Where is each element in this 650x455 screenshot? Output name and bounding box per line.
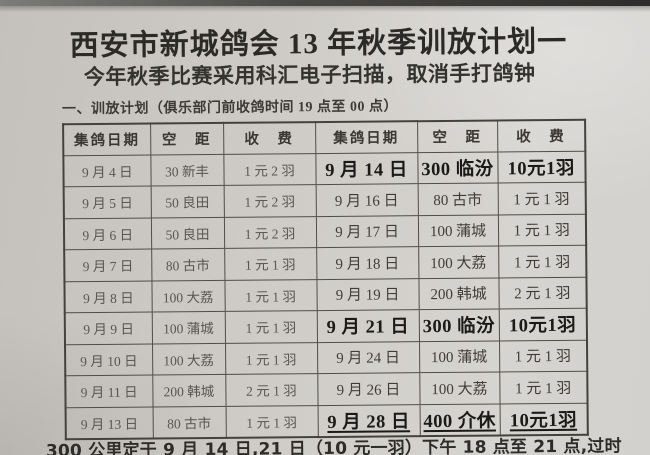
cell-fee: 1 元 2 羽	[223, 216, 317, 249]
cell-distance: 100 大荔	[418, 245, 499, 279]
cell-fee: 2 元 1 羽	[225, 373, 318, 406]
cell-fee: 1 元 1 羽	[224, 247, 317, 280]
table-row: 9 月 4 日 30 新丰 1 元 2 羽 9 月 14 日 300 临汾 10…	[63, 150, 586, 187]
cell-fee: 1 元 1 羽	[225, 405, 318, 438]
cell-distance: 50 良田	[150, 216, 225, 250]
cell-date: 9 月 28 日	[317, 404, 420, 437]
cell-date: 9 月 18 日	[316, 246, 419, 280]
cell-distance: 300 临汾	[418, 308, 499, 342]
cell-fee: 1 元 1 羽	[225, 342, 318, 375]
cell-date: 9 月 11 日	[65, 375, 153, 408]
cell-distance: 80 古市	[152, 405, 226, 439]
cell-date: 9 月 9 日	[64, 312, 153, 345]
cell-date: 9 月 19 日	[316, 278, 419, 311]
cell-date: 9 月 7 日	[64, 249, 152, 282]
table-row: 9 月 5 日 50 良田 1 元 2 羽 9 月 16 日 80 古市 1 元…	[63, 182, 586, 219]
cell-distance: 80 古市	[151, 248, 225, 281]
cell-date: 9 月 8 日	[64, 280, 152, 313]
cell-fee: 1 元 2 羽	[223, 153, 316, 186]
training-schedule-table: 集鸽日期 空 距 收 费 集鸽日期 空 距 收 费 9 月 4 日 30 新丰 …	[62, 118, 589, 440]
cell-date: 9 月 21 日	[316, 309, 419, 343]
header-date-right: 集鸽日期	[315, 121, 418, 154]
photo-top-edge	[0, 0, 650, 12]
cell-date: 9 月 10 日	[65, 343, 153, 376]
cell-fee: 1 元 1 羽	[224, 279, 317, 312]
cell-date: 9 月 13 日	[65, 406, 153, 439]
cell-date: 9 月 6 日	[63, 217, 152, 250]
table-row: 9 月 11 日 200 韩城 2 元 1 羽 9 月 26 日 100 大荔 …	[65, 371, 588, 408]
header-distance-left: 空 距	[150, 122, 224, 155]
table-row: 9 月 7 日 80 古市 1 元 1 羽 9 月 18 日 100 大荔 1 …	[64, 245, 587, 282]
header-date-left: 集鸽日期	[63, 123, 151, 156]
cell-fee: 10元1羽	[499, 402, 588, 435]
cell-distance: 80 古市	[417, 182, 498, 216]
cell-distance: 300 临汾	[417, 151, 498, 184]
cell-date: 9 月 17 日	[315, 215, 419, 248]
table-row: 9 月 9 日 100 蒲城 1 元 1 羽 9 月 21 日 300 临汾 1…	[64, 308, 587, 345]
cell-fee: 1 元 1 羽	[498, 245, 587, 278]
cell-fee: 1 元 1 羽	[499, 371, 588, 404]
cell-distance: 100 蒲城	[418, 340, 500, 373]
cell-date: 9 月 24 日	[316, 341, 420, 374]
cell-distance: 100 大荔	[151, 279, 225, 313]
cell-fee: 1 元 1 羽	[224, 310, 317, 343]
cell-distance: 100 蒲城	[151, 311, 226, 344]
cell-date: 9 月 16 日	[315, 183, 418, 217]
footer-note: 300 公里定于 9 月 14 日,21 日（10 元一羽）下午 18 点至 2…	[45, 436, 622, 455]
cell-fee: 2 元 1 羽	[498, 276, 587, 309]
cell-date: 9 月 14 日	[315, 152, 418, 185]
cell-fee: 1 元 2 羽	[223, 184, 316, 217]
header-fee-left: 收 费	[223, 122, 316, 154]
table-header-row: 集鸽日期 空 距 收 费 集鸽日期 空 距 收 费	[63, 119, 586, 156]
cell-distance: 400 介休	[419, 403, 500, 436]
cell-fee: 10元1羽	[497, 150, 586, 183]
header-fee-right: 收 费	[497, 119, 586, 152]
cell-fee: 10元1羽	[498, 308, 587, 341]
cell-fee: 1 元 1 羽	[497, 213, 587, 246]
header-distance-right: 空 距	[417, 120, 498, 153]
cell-fee: 1 元 1 羽	[498, 339, 588, 372]
table-row: 9 月 8 日 100 大荔 1 元 1 羽 9 月 19 日 200 韩城 2…	[64, 276, 587, 313]
section-heading: 一、训放计划（俱乐部门前收鸽时间 19 点至 00 点）	[61, 99, 399, 118]
cell-distance: 100 蒲城	[417, 214, 499, 247]
cell-date: 9 月 5 日	[63, 186, 151, 219]
table-row: 9 月 10 日 100 大荔 1 元 1 羽 9 月 24 日 100 蒲城 …	[65, 339, 588, 376]
page-subtitle: 今年秋季比赛采用科汇电子扫描，取消手打鸽钟	[83, 61, 536, 90]
cell-distance: 100 大荔	[152, 342, 226, 376]
cell-date: 9 月 26 日	[317, 372, 420, 406]
cell-distance: 200 韩城	[152, 374, 226, 407]
cell-distance: 30 新丰	[150, 153, 224, 187]
cell-distance: 100 大荔	[419, 371, 500, 405]
table-row: 9 月 6 日 50 良田 1 元 2 羽 9 月 17 日 100 蒲城 1 …	[63, 213, 587, 250]
cell-distance: 200 韩城	[418, 277, 499, 310]
cell-fee: 1 元 1 羽	[497, 182, 586, 215]
cell-distance: 50 良田	[150, 185, 224, 218]
cell-date: 9 月 4 日	[63, 154, 151, 187]
